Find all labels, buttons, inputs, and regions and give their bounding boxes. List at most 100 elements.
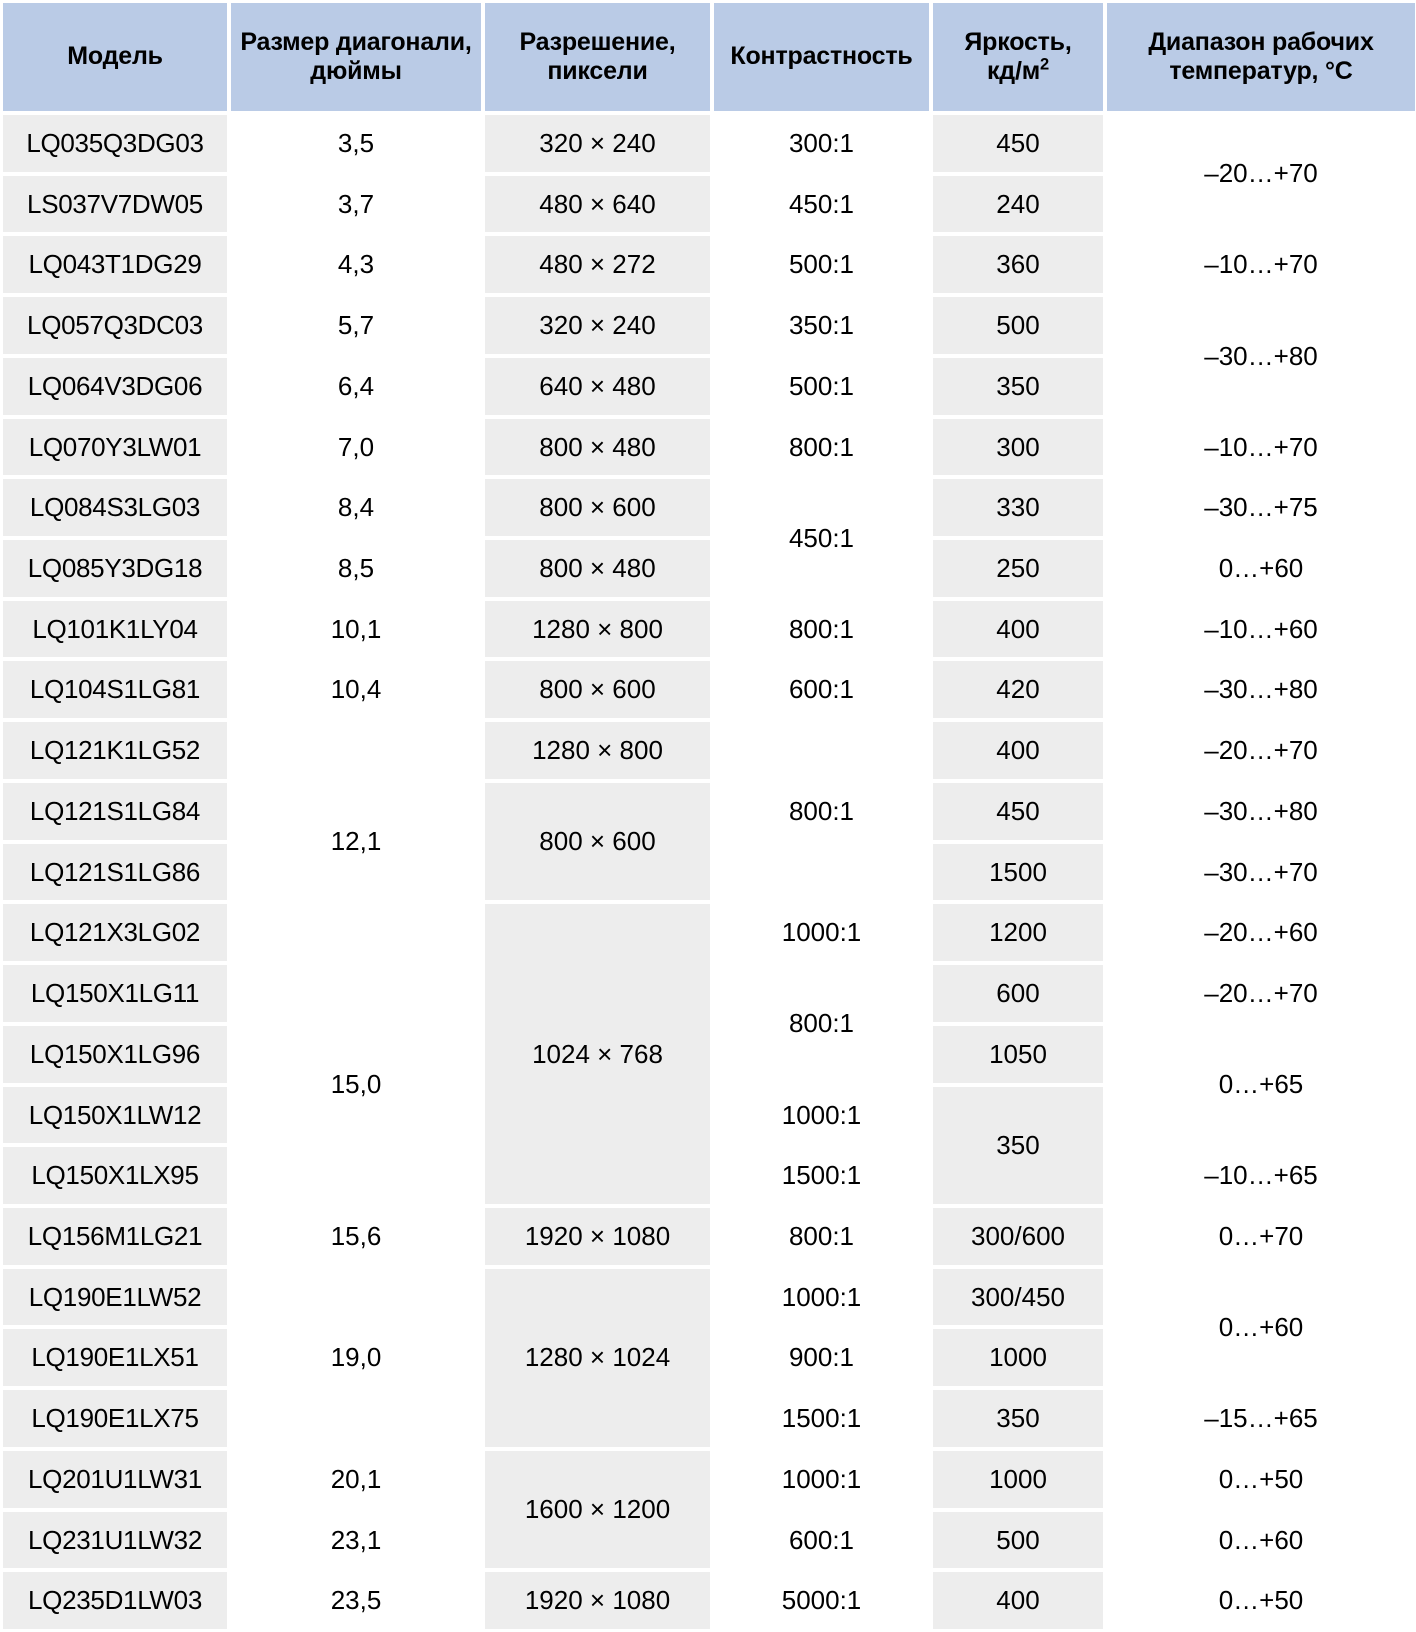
cell-diagonal: 7,0 xyxy=(228,415,484,479)
cell-diagonal: 4,3 xyxy=(228,233,484,297)
table-row: LQ064V3DG06 6,4 640 × 480 500:1 350 xyxy=(0,354,1416,418)
cell-diagonal: 15,0 xyxy=(228,962,484,1207)
cell-contrast: 800:1 xyxy=(711,719,932,904)
cell-brightness: 240 xyxy=(930,172,1106,236)
table-row: LQ231U1LW32 23,1 600:1 500 0…+60 xyxy=(0,1508,1416,1572)
table-row: LQ150X1LX95 1500:1 –10…+65 xyxy=(0,1144,1416,1207)
cell-model: LQ104S1LG81 xyxy=(0,658,230,722)
cell-contrast: 500:1 xyxy=(711,233,932,297)
cell-temperature: 0…+50 xyxy=(1104,1569,1416,1632)
cell-brightness: 350 xyxy=(930,1387,1106,1450)
cell-temperature: –30…+80 xyxy=(1104,658,1416,722)
cell-contrast: 900:1 xyxy=(711,1326,932,1390)
cell-temperature: –20…+60 xyxy=(1104,901,1416,965)
cell-resolution: 800 × 480 xyxy=(482,415,713,479)
cell-temperature: –30…+70 xyxy=(1104,840,1416,904)
cell-temperature: 0…+65 xyxy=(1104,1022,1416,1147)
cell-diagonal: 6,4 xyxy=(228,354,484,418)
cell-model: LQ121X3LG02 xyxy=(0,901,230,965)
cell-resolution: 800 × 600 xyxy=(482,476,713,540)
cell-diagonal: 3,5 xyxy=(228,112,484,175)
table-row: LQ121X3LG02 1024 × 768 1000:1 1200 –20…+… xyxy=(0,901,1416,1207)
cell-resolution: 640 × 480 xyxy=(482,354,713,418)
table-body: LQ035Q3DG03 3,5 320 × 240 300:1 450 –20…… xyxy=(0,111,1416,1632)
cell-temperature: 0…+50 xyxy=(1104,1447,1416,1511)
cell-contrast: 600:1 xyxy=(711,1508,932,1572)
cell-resolution: 800 × 600 xyxy=(482,779,713,904)
table-row: LQ190E1LW52 19,0 1280 × 1024 1000:1 300/… xyxy=(0,1265,1416,1450)
brightness-header-unit: кд/м xyxy=(986,57,1041,85)
column-header-contrast: Контрастность xyxy=(711,0,932,114)
table-row: LQ150X1LW12 1000:1 350 xyxy=(0,1083,1416,1207)
cell-brightness: 400 xyxy=(930,1569,1106,1632)
table-row: LS037V7DW05 3,7 480 × 640 450:1 240 xyxy=(0,172,1416,236)
cell-temperature: –10…+70 xyxy=(1104,233,1416,297)
cell-brightness: 250 xyxy=(930,537,1106,600)
cell-model: LQ121K1LG52 xyxy=(0,719,230,782)
cell-diagonal: 8,4 xyxy=(228,476,484,540)
cell-contrast: 800:1 xyxy=(711,1204,932,1268)
cell-model: LQ121S1LG84 xyxy=(0,779,230,843)
cell-diagonal: 15,6 xyxy=(228,1204,484,1268)
cell-diagonal: 20,1 xyxy=(228,1447,484,1511)
cell-resolution: 800 × 480 xyxy=(482,537,713,600)
cell-diagonal: 10,4 xyxy=(228,658,484,722)
cell-resolution: 320 × 240 xyxy=(482,294,713,357)
cell-contrast: 1000:1 xyxy=(711,901,932,965)
cell-model: LQ190E1LX51 xyxy=(0,1326,230,1390)
brightness-header-main: Яркость, xyxy=(964,27,1072,56)
cell-contrast: 800:1 xyxy=(711,597,932,661)
column-header-brightness: Яркость, кд/м2 xyxy=(930,0,1106,114)
column-header-diagonal: Размер диагонали, дюймы xyxy=(228,0,484,114)
cell-temperature: –15…+65 xyxy=(1104,1387,1416,1450)
cell-diagonal: 5,7 xyxy=(228,294,484,357)
table-row: LQ057Q3DC03 5,7 320 × 240 350:1 500 –30…… xyxy=(0,294,1416,418)
cell-resolution: 1600 × 1200 xyxy=(482,1447,713,1572)
cell-resolution: 480 × 640 xyxy=(482,172,713,236)
table-row: LQ070Y3LW01 7,0 800 × 480 800:1 300 –10…… xyxy=(0,415,1416,479)
cell-model: LQ057Q3DC03 xyxy=(0,294,230,357)
cell-contrast: 1000:1 xyxy=(711,1083,932,1147)
cell-resolution: 1920 × 1080 xyxy=(482,1569,713,1632)
cell-contrast: 5000:1 xyxy=(711,1569,932,1632)
cell-diagonal: 23,1 xyxy=(228,1508,484,1572)
cell-resolution: 800 × 600 xyxy=(482,658,713,722)
cell-temperature: –30…+75 xyxy=(1104,476,1416,540)
table-row: LQ121S1LG86 1500 –30…+70 xyxy=(0,840,1416,904)
cell-resolution: 1280 × 800 xyxy=(482,719,713,782)
cell-brightness: 500 xyxy=(930,1508,1106,1572)
column-header-resolution: Разрешение, пиксели xyxy=(482,0,713,114)
cell-brightness: 300/600 xyxy=(930,1204,1106,1268)
cell-model: LS037V7DW05 xyxy=(0,172,230,236)
cell-contrast: 800:1 xyxy=(711,962,932,1086)
cell-contrast: 1500:1 xyxy=(711,1144,932,1207)
cell-model: LQ150X1LG11 xyxy=(0,962,230,1025)
cell-resolution: 1280 × 800 xyxy=(482,597,713,661)
cell-temperature: –10…+70 xyxy=(1104,415,1416,479)
cell-model: LQ150X1LG96 xyxy=(0,1022,230,1086)
table-header: Модель Размер диагонали, дюймы Разрешени… xyxy=(0,0,1416,114)
cell-model: LQ121S1LG86 xyxy=(0,840,230,904)
header-row: Модель Размер диагонали, дюймы Разрешени… xyxy=(0,0,1416,114)
cell-brightness: 330 xyxy=(930,476,1106,540)
cell-temperature: –20…+70 xyxy=(1104,962,1416,1025)
table-row: LQ235D1LW03 23,5 1920 × 1080 5000:1 400 … xyxy=(0,1569,1416,1632)
cell-temperature: –20…+70 xyxy=(1104,111,1416,236)
table-row: LQ085Y3DG18 8,5 800 × 480 250 0…+60 xyxy=(0,537,1416,600)
column-header-temperature: Диапазон рабочих температур, °C xyxy=(1104,0,1416,114)
cell-brightness: 1500 xyxy=(930,840,1106,904)
cell-contrast: 800:1 xyxy=(711,415,932,479)
cell-model: LQ150X1LW12 xyxy=(0,1083,230,1147)
cell-temperature: –10…+60 xyxy=(1104,597,1416,661)
cell-contrast: 1000:1 xyxy=(711,1447,932,1511)
table-row: LQ156M1LG21 15,6 1920 × 1080 800:1 300/6… xyxy=(0,1204,1416,1268)
cell-brightness: 400 xyxy=(930,719,1106,782)
cell-brightness: 1050 xyxy=(930,1022,1106,1086)
cell-brightness: 400 xyxy=(930,597,1106,661)
cell-model: LQ035Q3DG03 xyxy=(0,112,230,175)
cell-contrast: 300:1 xyxy=(711,112,932,175)
table-row: LQ190E1LX75 1500:1 350 –15…+65 xyxy=(0,1387,1416,1450)
cell-diagonal: 19,0 xyxy=(228,1265,484,1450)
cell-model: LQ235D1LW03 xyxy=(0,1569,230,1632)
cell-temperature: –30…+80 xyxy=(1104,294,1416,418)
